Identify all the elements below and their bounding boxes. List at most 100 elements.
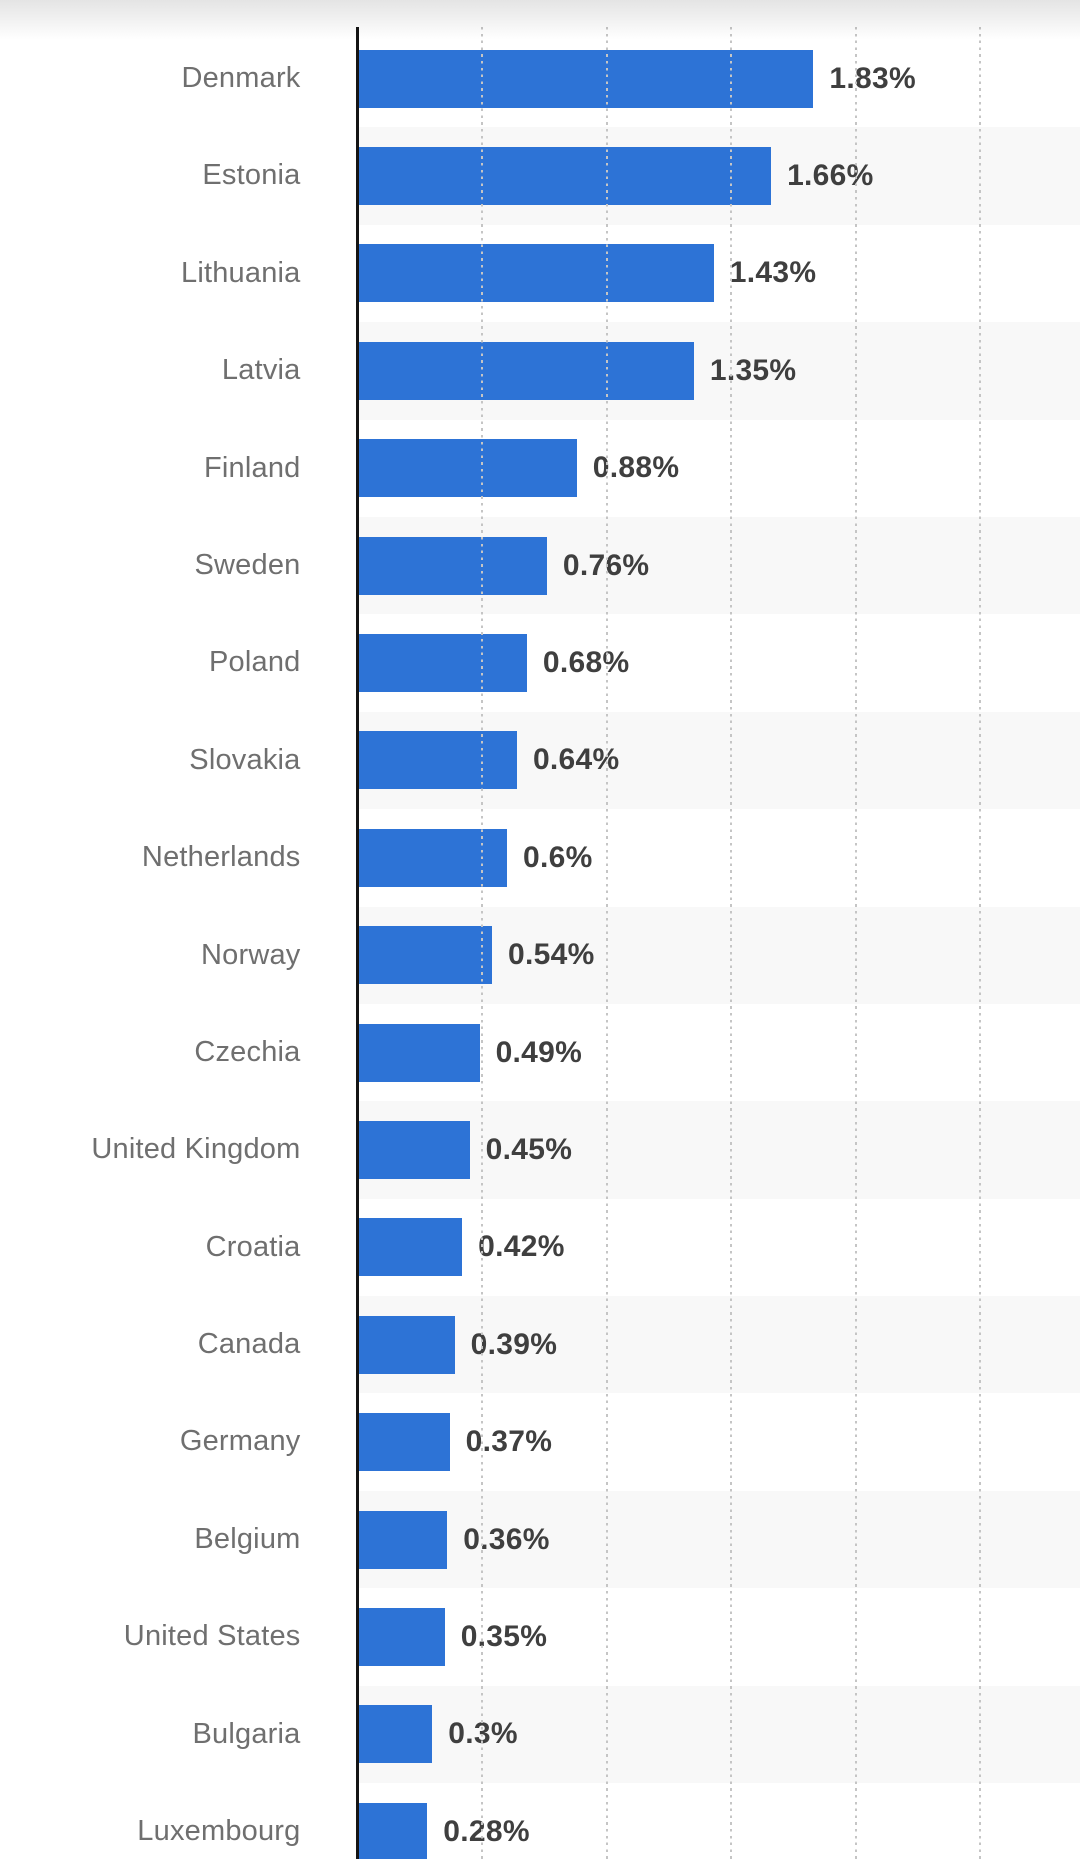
bar[interactable]: [357, 1607, 445, 1666]
country-label: Finland: [203, 451, 301, 484]
gridlines-layer: [358, 27, 1080, 1859]
value-label: 0.54%: [508, 938, 595, 972]
label-cell: Latvia: [0, 322, 358, 420]
plot-cell: 0.37%: [357, 1393, 1080, 1490]
label-cell: Luxembourg: [0, 1783, 358, 1859]
value-label: 0.28%: [443, 1814, 530, 1848]
value-label: 1.35%: [709, 353, 797, 387]
label-cell: Canada: [0, 1296, 358, 1394]
country-label: United Kingdom: [91, 1133, 301, 1166]
country-label: Germany: [179, 1425, 301, 1458]
bar[interactable]: [357, 147, 772, 206]
chart-row: Croatia 0.42%: [0, 1198, 1080, 1297]
plot-cell: 0.68%: [357, 614, 1080, 711]
plot-cell: 0.76%: [357, 516, 1080, 615]
bar[interactable]: [357, 926, 493, 985]
gridline: [854, 27, 857, 1859]
chart-row: United States 0.35%: [0, 1588, 1080, 1686]
bar[interactable]: [357, 49, 814, 108]
chart-row: Luxembourg 0.28%: [0, 1783, 1080, 1859]
country-label: United States: [123, 1620, 301, 1653]
plot-cell: 0.54%: [357, 906, 1080, 1004]
value-label: 0.37%: [465, 1425, 553, 1459]
chart-row: United Kingdom 0.45%: [0, 1101, 1080, 1199]
chart-rows: Denmark 1.83% Estonia 1.66% Lithuania 1.…: [0, 30, 1080, 1859]
value-label: 0.35%: [460, 1619, 548, 1653]
country-label: Croatia: [205, 1230, 301, 1263]
chart-row: Norway 0.54%: [0, 906, 1080, 1004]
bar[interactable]: [357, 341, 694, 400]
label-cell: Germany: [0, 1393, 358, 1491]
plot-cell: 0.3%: [357, 1685, 1080, 1784]
bar[interactable]: [357, 1802, 428, 1859]
bar[interactable]: [357, 1510, 448, 1569]
country-label: Estonia: [202, 159, 301, 192]
bar[interactable]: [357, 1218, 463, 1277]
country-label: Poland: [209, 646, 301, 679]
plot-cell: 0.49%: [357, 1004, 1080, 1101]
chart-row: Germany 0.37%: [0, 1393, 1080, 1491]
plot-cell: 0.39%: [357, 1296, 1080, 1394]
country-label: Czechia: [194, 1035, 301, 1068]
label-cell: Sweden: [0, 516, 358, 615]
bar[interactable]: [357, 1120, 470, 1179]
chart-row: Bulgaria 0.3%: [0, 1685, 1080, 1784]
plot-cell: 1.43%: [357, 225, 1080, 322]
chart-row: Slovakia 0.64%: [0, 711, 1080, 810]
chart-row: Netherlands 0.6%: [0, 809, 1080, 907]
bar[interactable]: [357, 439, 577, 498]
bar[interactable]: [357, 1413, 450, 1472]
plot-cell: 1.35%: [357, 322, 1080, 420]
chart-row: Finland 0.88%: [0, 419, 1080, 517]
chart-row: Sweden 0.76%: [0, 516, 1080, 615]
country-label: Netherlands: [141, 841, 301, 874]
plot-cell: 0.64%: [357, 711, 1080, 810]
country-label: Luxembourg: [137, 1815, 301, 1848]
value-label: 0.49%: [495, 1035, 583, 1069]
bar[interactable]: [357, 634, 527, 693]
label-cell: Finland: [0, 419, 358, 517]
label-cell: Netherlands: [0, 809, 358, 907]
label-cell: United Kingdom: [0, 1101, 358, 1199]
label-cell: Bulgaria: [0, 1685, 358, 1784]
bar[interactable]: [357, 1705, 433, 1764]
gridline: [605, 27, 608, 1859]
gridline: [730, 27, 733, 1859]
label-cell: Estonia: [0, 127, 358, 225]
chart-row: Belgium 0.36%: [0, 1490, 1080, 1589]
gridline: [979, 27, 982, 1859]
gridline: [481, 27, 484, 1859]
bar[interactable]: [357, 244, 714, 303]
value-label: 0.42%: [478, 1230, 565, 1264]
country-label: Latvia: [221, 354, 301, 387]
value-label: 0.45%: [485, 1132, 573, 1166]
country-label: Norway: [201, 938, 301, 971]
bar[interactable]: [357, 731, 517, 790]
label-cell: Lithuania: [0, 224, 358, 323]
chart-row: Lithuania 1.43%: [0, 224, 1080, 323]
plot-cell: 0.28%: [357, 1783, 1080, 1859]
value-label: 1.66%: [787, 159, 874, 193]
chart-row: Latvia 1.35%: [0, 322, 1080, 420]
chart-row: Estonia 1.66%: [0, 127, 1080, 225]
country-label: Canada: [197, 1328, 301, 1361]
bar[interactable]: [357, 1315, 455, 1374]
value-label: 1.83%: [829, 61, 916, 95]
bar[interactable]: [357, 536, 547, 595]
plot-cell: 1.83%: [357, 30, 1080, 127]
plot-cell: 0.42%: [357, 1199, 1080, 1296]
plot-cell: 1.66%: [357, 127, 1080, 225]
chart-row: Poland 0.68%: [0, 614, 1080, 712]
bar[interactable]: [357, 1023, 480, 1082]
country-label: Denmark: [181, 62, 301, 95]
country-label: Slovakia: [189, 743, 301, 776]
label-cell: Belgium: [0, 1490, 358, 1589]
value-label: 0.36%: [463, 1522, 550, 1556]
plot-cell: 0.36%: [357, 1490, 1080, 1589]
value-label: 0.6%: [522, 840, 593, 874]
value-label: 1.43%: [729, 256, 817, 290]
plot-cell: 0.45%: [357, 1101, 1080, 1199]
country-label: Belgium: [194, 1522, 301, 1555]
value-label: 0.64%: [532, 743, 620, 777]
